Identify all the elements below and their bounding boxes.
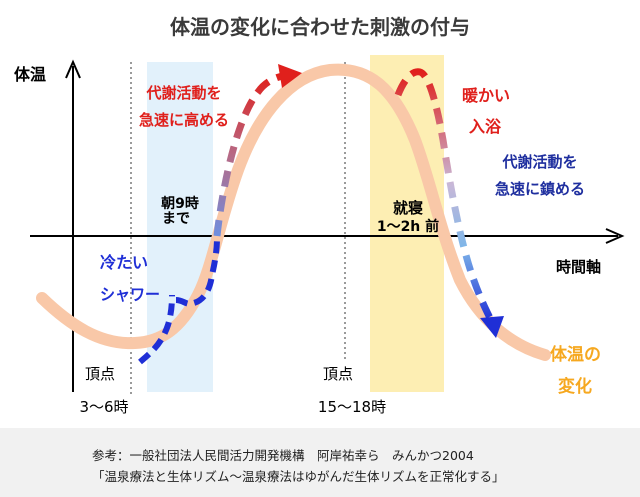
cold-shower-line2: シャワー (100, 285, 160, 304)
curve-label-line2: 変化 (558, 376, 592, 397)
x-axis-arrow-icon (605, 228, 625, 244)
morning-label-line2: まで (162, 211, 190, 227)
stimulus-up-arrowhead-icon (278, 64, 302, 88)
bedtime-label-line2: 1～2h 前 (377, 218, 439, 235)
stimulus-down-line2: 急速に鎮める (495, 180, 585, 198)
x-axis-label: 時間軸 (556, 258, 601, 276)
curve-label-line1: 体温の (550, 344, 601, 365)
stimulus-up-arrow (213, 71, 288, 237)
body-temperature-diagram: 体温の変化に合わせた刺激の付与 体温 時間軸 朝9時 まで 就寝 1～2h 前 … (14, 15, 625, 416)
stimulus-down-arrowhead-icon (480, 316, 504, 338)
warm-bath-line1: 暖かい (462, 86, 510, 105)
cold-shower-arrow (138, 237, 220, 365)
trough-label-line2: 3～6時 (79, 398, 128, 416)
stimulus-down-line1: 代謝活動を (501, 153, 577, 171)
reference-footer: 参考：一般社団法人民間活力開発機構 阿岸祐幸ら みんかつ2004 「温泉療法と生… (0, 428, 640, 497)
y-axis-arrow-icon (65, 59, 81, 79)
diagram-title: 体温の変化に合わせた刺激の付与 (170, 15, 470, 39)
morning-label-line1: 朝9時 (161, 195, 199, 212)
reference-line2: 「温泉療法と生体リズム～温泉療法はゆがんだ生体リズムを正常化する」 (92, 469, 505, 484)
trough-label-line1: 頂点 (85, 365, 115, 383)
stimulus-down-arrow (394, 68, 496, 324)
reference-line1: 参考：一般社団法人民間活力開発機構 阿岸祐幸ら みんかつ2004 (92, 448, 474, 463)
cold-shower-line1: 冷たい (100, 253, 148, 272)
stimulus-up-line1: 代謝活動を (145, 84, 221, 102)
y-axis-label: 体温 (14, 65, 46, 84)
bedtime-label-line1: 就寝 (393, 199, 423, 217)
peak-label-line1: 頂点 (323, 365, 353, 383)
peak-label-line2: 15～18時 (318, 398, 386, 416)
stimulus-up-line2: 急速に高める (139, 111, 229, 129)
body-temperature-curve (36, 63, 551, 361)
warm-bath-line2: 入浴 (469, 117, 502, 136)
